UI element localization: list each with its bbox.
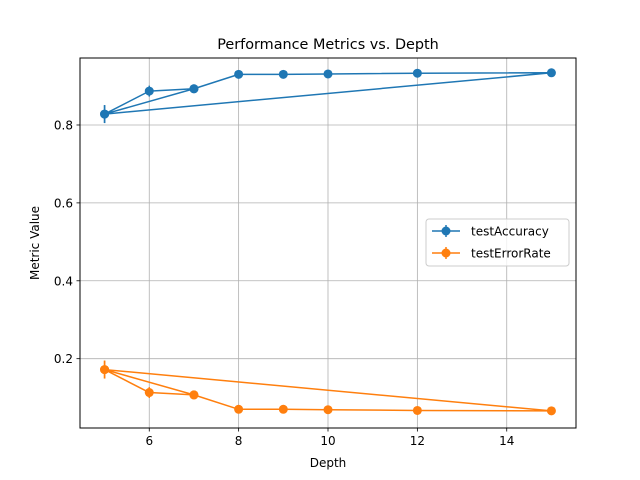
grid (80, 58, 576, 428)
data-point (100, 109, 110, 119)
series-testerrorrate (100, 360, 556, 416)
x-tick-label: 8 (235, 434, 243, 448)
data-point (278, 404, 288, 414)
legend-label-testaccuracy: testAccuracy (471, 225, 549, 239)
data-point (323, 69, 333, 79)
data-point (323, 405, 333, 415)
series-testaccuracy (100, 68, 556, 124)
x-axis-label: Depth (310, 456, 347, 470)
y-tick-label: 0.8 (54, 118, 73, 132)
x-tick-label: 12 (410, 434, 425, 448)
data-point (144, 86, 154, 96)
data-point (278, 69, 288, 79)
x-tick-label: 14 (499, 434, 514, 448)
legend: testAccuracy testErrorRate (425, 218, 570, 267)
data-point (412, 68, 422, 78)
data-point (189, 390, 199, 400)
data-point (234, 69, 244, 79)
y-tick-label: 0.4 (54, 274, 73, 288)
series-layer (100, 68, 556, 416)
y-tick-label: 0.6 (54, 196, 73, 210)
data-point (100, 365, 110, 375)
series-line-testerrorrate (103, 368, 553, 412)
x-tick-label: 10 (320, 434, 335, 448)
x-tick-label: 6 (145, 434, 153, 448)
data-point (546, 68, 556, 78)
data-point (546, 406, 556, 416)
data-point (144, 388, 154, 398)
data-point (189, 84, 199, 94)
data-point (412, 405, 422, 415)
series-line-testaccuracy (103, 72, 553, 115)
legend-marker-testaccuracy (441, 226, 451, 236)
chart-title: Performance Metrics vs. Depth (217, 37, 439, 53)
ticks: 6 8 10 12 14 0.2 0.4 0.6 0.8 (54, 118, 514, 448)
y-tick-label: 0.2 (54, 352, 73, 366)
legend-label-testerrorrate: testErrorRate (471, 247, 551, 261)
legend-marker-testerrorrate (441, 248, 451, 258)
y-axis-label: Metric Value (28, 206, 42, 280)
legend-box (425, 218, 570, 267)
data-point (234, 404, 244, 414)
